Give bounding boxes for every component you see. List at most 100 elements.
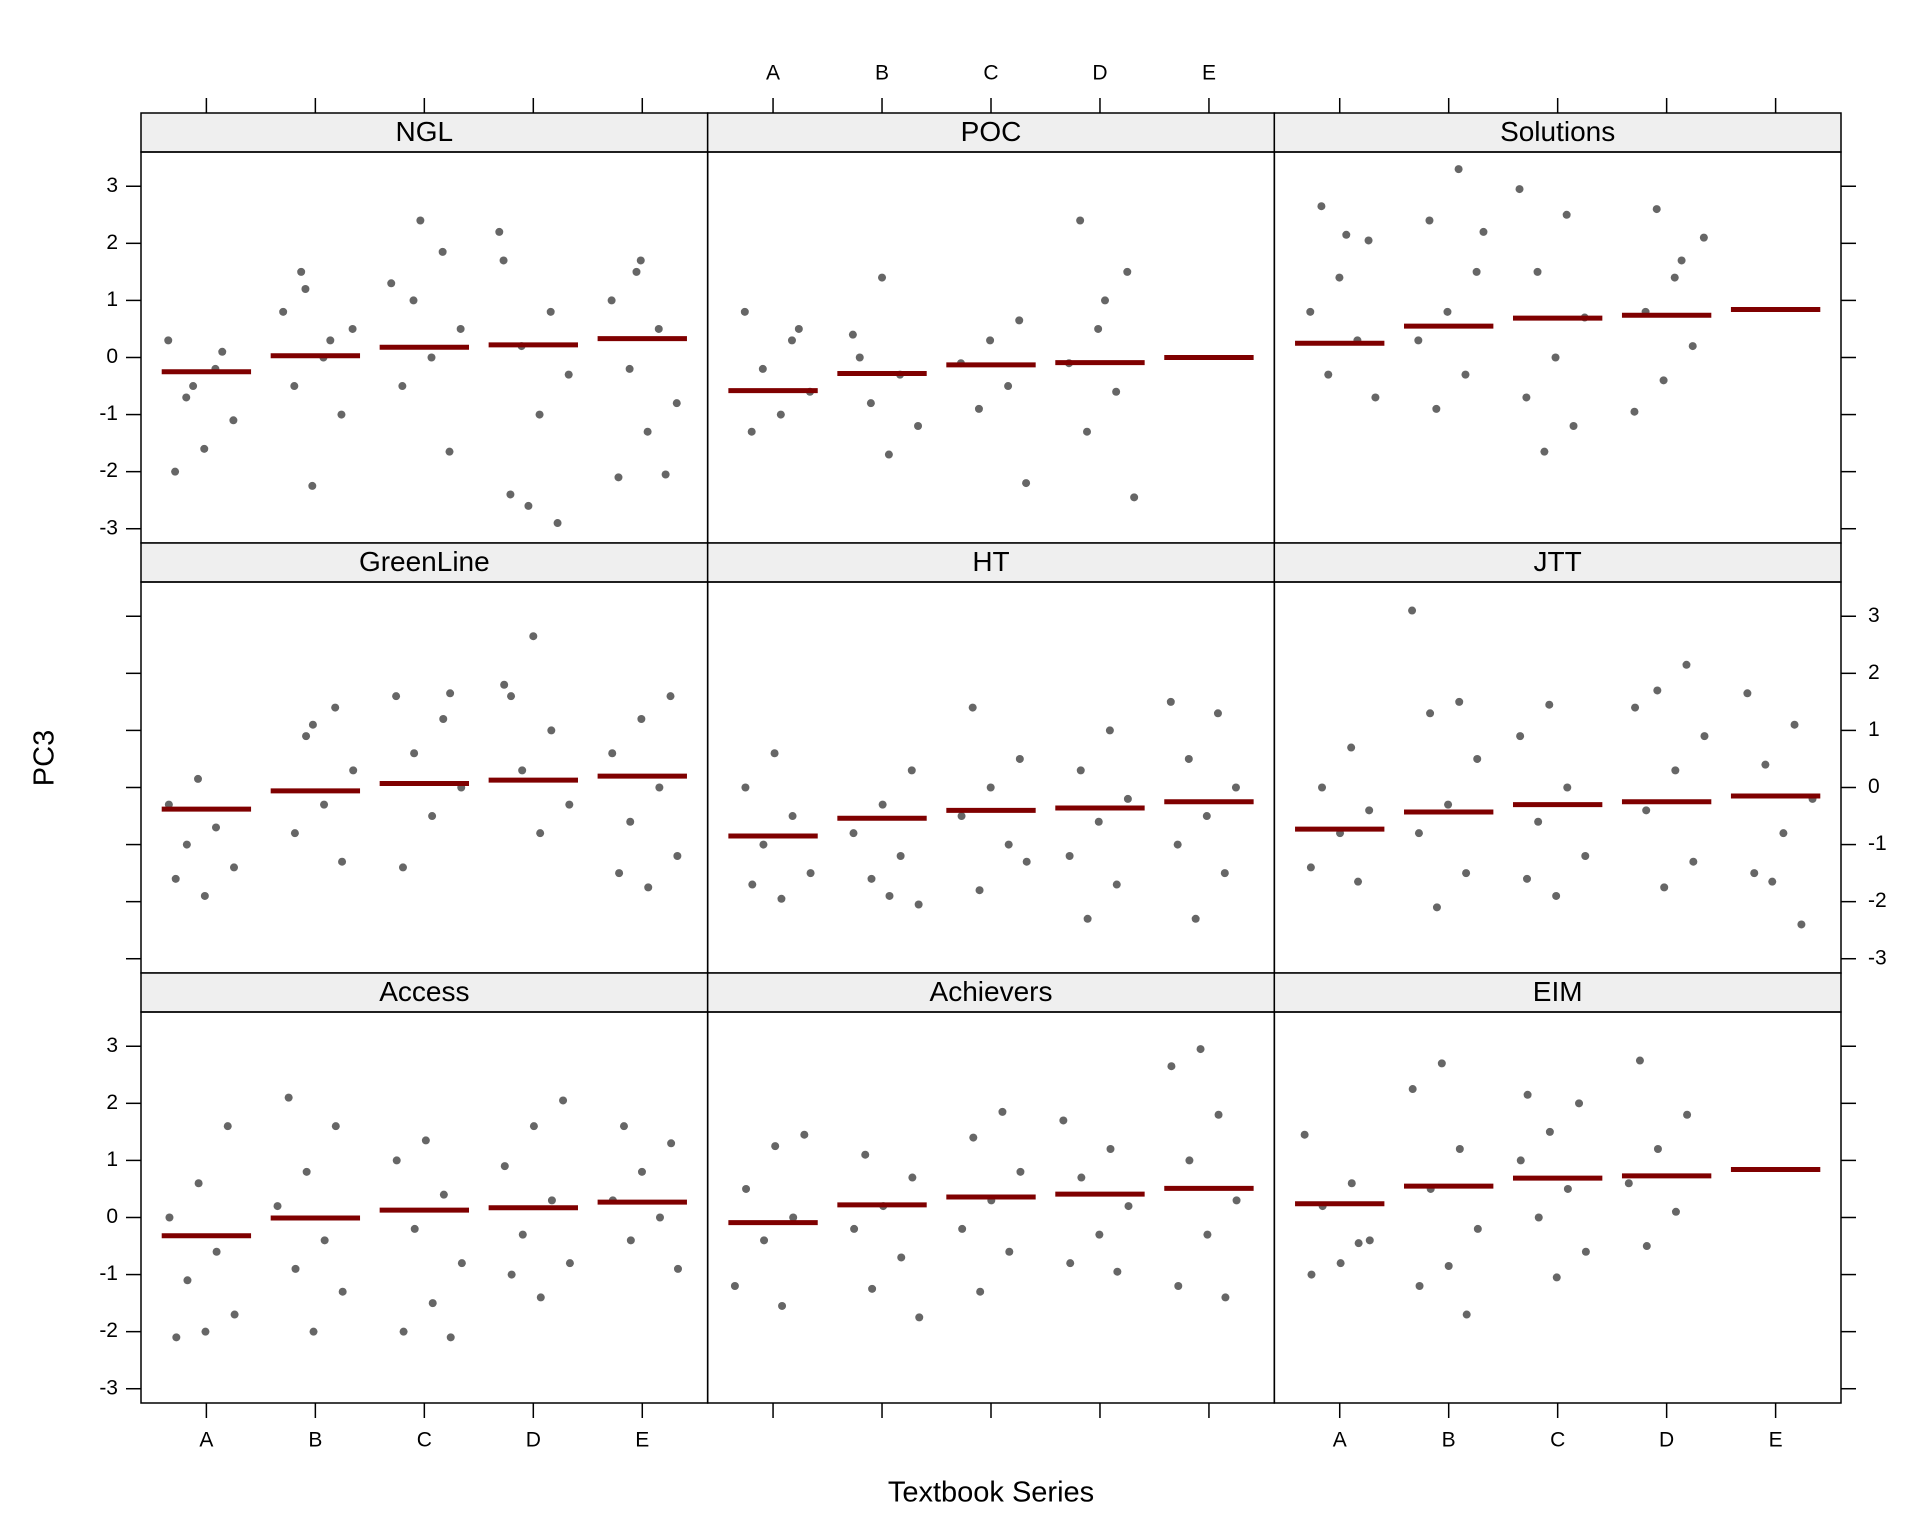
data-point bbox=[564, 370, 573, 379]
data-point bbox=[1454, 165, 1463, 174]
data-point bbox=[392, 692, 401, 701]
data-point bbox=[975, 886, 984, 895]
data-point bbox=[446, 1333, 455, 1342]
data-point bbox=[1123, 794, 1132, 803]
data-point bbox=[1683, 1110, 1692, 1119]
data-point bbox=[553, 519, 562, 528]
data-point bbox=[1016, 1167, 1025, 1176]
data-point bbox=[1624, 1179, 1633, 1188]
data-point bbox=[878, 800, 887, 809]
data-point bbox=[1059, 1116, 1068, 1125]
data-point bbox=[495, 227, 504, 236]
data-point bbox=[1365, 1236, 1374, 1245]
data-point bbox=[637, 1167, 646, 1176]
data-point bbox=[759, 840, 768, 849]
data-point bbox=[331, 1122, 340, 1131]
data-point bbox=[1300, 1130, 1309, 1139]
data-point bbox=[1653, 1144, 1662, 1153]
data-point bbox=[193, 774, 202, 783]
data-point bbox=[1166, 697, 1175, 706]
data-point bbox=[1682, 660, 1691, 669]
data-point bbox=[1642, 1242, 1651, 1251]
y-tick-label: 3 bbox=[106, 174, 118, 197]
data-point bbox=[740, 307, 749, 316]
data-point bbox=[445, 447, 454, 456]
panel-title: Solutions bbox=[1500, 116, 1615, 147]
data-point bbox=[1336, 1259, 1345, 1268]
data-point bbox=[1462, 869, 1471, 878]
data-point bbox=[547, 726, 556, 735]
data-point bbox=[655, 1213, 664, 1222]
data-point bbox=[194, 1179, 203, 1188]
data-point bbox=[1347, 743, 1356, 752]
panel-frame bbox=[706, 151, 1276, 544]
data-point bbox=[164, 336, 173, 345]
data-point bbox=[535, 410, 544, 419]
data-point bbox=[439, 714, 448, 723]
data-point bbox=[1552, 891, 1561, 900]
data-point bbox=[1515, 185, 1524, 194]
data-point bbox=[1581, 1247, 1590, 1256]
data-point bbox=[349, 766, 358, 775]
data-point bbox=[667, 1139, 676, 1148]
data-point bbox=[218, 347, 227, 356]
data-point bbox=[643, 427, 652, 436]
data-point bbox=[849, 829, 858, 838]
data-point bbox=[392, 1156, 401, 1165]
data-point bbox=[446, 689, 455, 698]
data-point bbox=[789, 1213, 798, 1222]
data-point bbox=[1174, 1281, 1183, 1290]
data-point bbox=[661, 470, 670, 479]
data-point bbox=[1635, 1056, 1644, 1065]
data-point bbox=[290, 382, 299, 391]
data-point bbox=[957, 812, 966, 821]
data-point bbox=[500, 680, 509, 689]
data-point bbox=[506, 490, 515, 499]
data-point bbox=[1660, 883, 1669, 892]
data-point bbox=[1408, 606, 1417, 615]
data-point bbox=[565, 1259, 574, 1268]
data-point bbox=[672, 399, 681, 408]
data-point bbox=[1653, 686, 1662, 695]
data-point bbox=[1444, 1262, 1453, 1271]
panel-title: POC bbox=[961, 116, 1022, 147]
data-point bbox=[776, 410, 785, 419]
data-point bbox=[1113, 1267, 1122, 1276]
data-point bbox=[1112, 387, 1121, 396]
data-point bbox=[1184, 754, 1193, 763]
data-point bbox=[409, 296, 418, 305]
data-point bbox=[1768, 877, 1777, 886]
data-point bbox=[1022, 479, 1031, 488]
data-point bbox=[1065, 851, 1074, 860]
data-point bbox=[279, 307, 288, 316]
data-point bbox=[1203, 1230, 1212, 1239]
data-point bbox=[885, 891, 894, 900]
data-point bbox=[348, 324, 357, 333]
data-point bbox=[1231, 783, 1240, 792]
data-point bbox=[164, 800, 173, 809]
data-point bbox=[1318, 783, 1327, 792]
data-point bbox=[1094, 817, 1103, 826]
data-point bbox=[1167, 1062, 1176, 1071]
data-point bbox=[1563, 783, 1572, 792]
data-point bbox=[428, 812, 437, 821]
x-tick-label: C bbox=[983, 62, 998, 85]
data-point bbox=[1095, 1230, 1104, 1239]
data-point bbox=[1123, 267, 1132, 276]
x-tick-label: B bbox=[875, 62, 889, 85]
data-point bbox=[1426, 709, 1435, 718]
data-point bbox=[387, 279, 396, 288]
data-point bbox=[416, 216, 425, 225]
x-tick-label: A bbox=[199, 1429, 213, 1452]
panel-title: Achievers bbox=[930, 976, 1053, 1007]
data-point bbox=[302, 732, 311, 741]
data-point bbox=[915, 1313, 924, 1322]
data-point bbox=[1545, 1127, 1554, 1136]
data-point bbox=[518, 1230, 527, 1239]
data-point bbox=[1191, 914, 1200, 923]
data-point bbox=[884, 450, 893, 459]
y-tick-label: 3 bbox=[106, 1034, 118, 1057]
data-point bbox=[976, 1287, 985, 1296]
data-point bbox=[171, 467, 180, 476]
data-point bbox=[626, 1236, 635, 1245]
